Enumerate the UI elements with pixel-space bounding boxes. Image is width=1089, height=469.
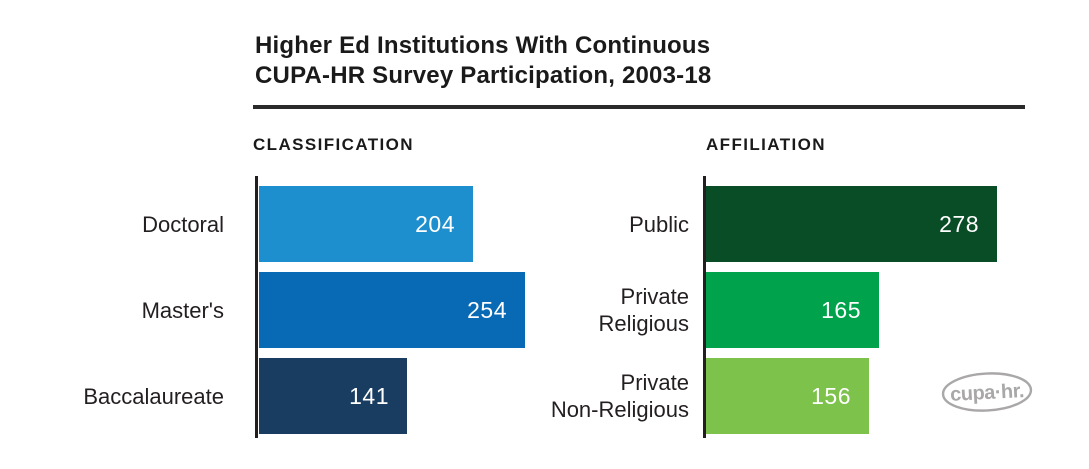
bar: 278 <box>706 186 997 262</box>
category-label-line: Baccalaureate <box>83 383 224 409</box>
bar-value-label: 156 <box>811 382 851 409</box>
category-label: Public <box>0 186 689 262</box>
category-label: Doctoral <box>0 186 224 262</box>
category-label-line: Religious <box>598 311 690 336</box>
category-label-line: Public <box>629 211 689 237</box>
category-label-line: Master's <box>141 297 224 323</box>
bar: 141 <box>259 358 407 434</box>
bar-value-label: 254 <box>467 296 507 323</box>
cupa-hr-logo: cupa·hr. <box>941 372 1033 412</box>
bar: 156 <box>706 358 869 434</box>
chart-title-line-2: CUPA-HR Survey Participation, 2003-18 <box>255 62 712 89</box>
y-axis-line <box>703 176 706 438</box>
bar-row: Private Non-Religious 156 <box>0 358 1089 434</box>
bar-value-label: 278 <box>939 210 979 237</box>
section-header-classification: CLASSIFICATION <box>253 135 414 154</box>
bar-value-label: 141 <box>349 382 389 409</box>
chart-title-line-1: Higher Ed Institutions With Continuous <box>255 32 711 59</box>
category-label-line: Non-Religious <box>550 397 689 422</box>
category-label-line: Private <box>620 284 689 309</box>
bar-row: Public 278 <box>0 186 1089 262</box>
category-label: Master's <box>0 272 224 348</box>
logo-text: cupa·hr. <box>950 380 1025 406</box>
title-divider <box>253 105 1025 109</box>
bar: 204 <box>259 186 473 262</box>
bar-row: Private Religious 165 <box>0 272 1089 348</box>
bar: 254 <box>259 272 525 348</box>
y-axis-line <box>255 176 258 438</box>
category-label-line: Private <box>620 370 689 395</box>
bar-value-label: 165 <box>821 296 861 323</box>
category-label: Baccalaureate <box>0 358 224 434</box>
bar-value-label: 204 <box>415 210 455 237</box>
category-label: Private Religious <box>0 272 690 348</box>
bar: 165 <box>706 272 879 348</box>
classification-chart: Doctoral 204 Master's 254 Baccalaureate 141 <box>0 176 1089 440</box>
affiliation-chart: Public 278 Private Religious 165 Private Non-R… <box>0 176 1089 440</box>
category-label: Private Non-Religious <box>0 358 689 434</box>
bar-row: Baccalaureate 141 <box>0 358 1089 434</box>
logo-swoosh-icon <box>941 372 1033 412</box>
bar-row: Doctoral 204 <box>0 186 1089 262</box>
chart-title: Higher Ed Institutions With Continuous C… <box>255 31 711 91</box>
section-header-affiliation: AFFILIATION <box>706 135 826 154</box>
bar-row: Master's 254 <box>0 272 1089 348</box>
category-label-line: Doctoral <box>142 211 224 237</box>
